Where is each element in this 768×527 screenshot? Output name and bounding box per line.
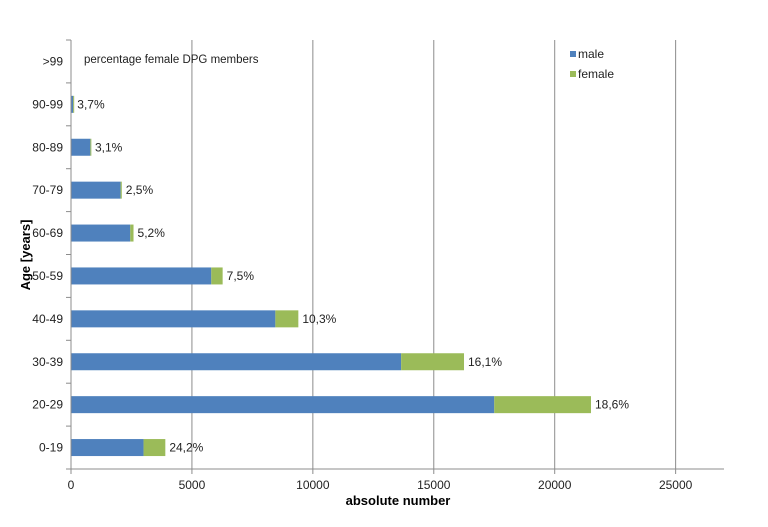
category-label-70-79: 70-79	[32, 183, 63, 197]
data-label-80-89: 3,1%	[95, 140, 123, 154]
bar-female-20-29	[494, 396, 591, 414]
category-label-80-89: 80-89	[32, 140, 63, 154]
data-label-0-19: 24,2%	[169, 441, 203, 455]
category-label-0-19: 0-19	[39, 441, 63, 455]
bar-female-40-49	[275, 310, 299, 328]
bar-female-70-79	[120, 181, 122, 199]
bar-male-30-39	[71, 353, 402, 371]
x-tick-label-25000: 25000	[659, 478, 693, 492]
data-label-70-79: 2,5%	[126, 183, 154, 197]
bars	[71, 95, 591, 457]
bar-female-80-89	[90, 138, 92, 156]
legend-item-female: female	[570, 64, 614, 84]
category-label-50-59: 50-59	[32, 269, 63, 283]
category-label-90-99: 90-99	[32, 97, 63, 111]
category-label->99: >99	[43, 54, 64, 68]
x-tick-label-10000: 10000	[296, 478, 330, 492]
bar-male-40-49	[71, 310, 276, 328]
bar-female-90-99	[73, 95, 75, 113]
legend: male female	[570, 44, 614, 84]
data-label-50-59: 7,5%	[227, 269, 255, 283]
data-label-30-39: 16,1%	[468, 355, 502, 369]
bar-male-70-79	[71, 181, 121, 199]
bar-male-0-19	[71, 439, 144, 457]
data-label-60-69: 5,2%	[138, 226, 166, 240]
legend-swatch-female	[570, 71, 576, 77]
bar-female-0-19	[143, 439, 166, 457]
data-label-90-99: 3,7%	[77, 97, 105, 111]
axes	[66, 39, 724, 474]
bar-female-60-69	[130, 224, 134, 242]
bar-female-50-59	[211, 267, 223, 285]
y-axis-label: Age [years]	[18, 220, 33, 291]
chart-annotation: percentage female DPG members	[84, 54, 259, 66]
category-label-40-49: 40-49	[32, 312, 63, 326]
legend-label-male: male	[578, 47, 605, 61]
bar-male-90-99	[71, 95, 74, 113]
legend-item-male: male	[570, 44, 614, 64]
category-label-60-69: 60-69	[32, 226, 63, 240]
x-tick-label-20000: 20000	[538, 478, 572, 492]
bar-male-80-89	[71, 138, 91, 156]
data-label-20-29: 18,6%	[595, 398, 629, 412]
legend-label-female: female	[578, 67, 615, 81]
labels: 0 5000 10000 15000 20000 25000 0-19 24,2% 20-29 1…	[32, 54, 692, 492]
legend-swatch-male	[570, 51, 576, 57]
bar-male-20-29	[71, 396, 495, 414]
x-axis-label: absolute number	[346, 493, 451, 508]
data-label-40-49: 10,3%	[302, 312, 336, 326]
bar-male-60-69	[71, 224, 131, 242]
category-label-30-39: 30-39	[32, 355, 63, 369]
x-tick-label-15000: 15000	[417, 478, 451, 492]
x-tick-label-5000: 5000	[179, 478, 206, 492]
bar-female-30-39	[401, 353, 465, 371]
x-tick-label-0: 0	[68, 478, 75, 492]
category-label-20-29: 20-29	[32, 398, 63, 412]
bar-male-50-59	[71, 267, 212, 285]
